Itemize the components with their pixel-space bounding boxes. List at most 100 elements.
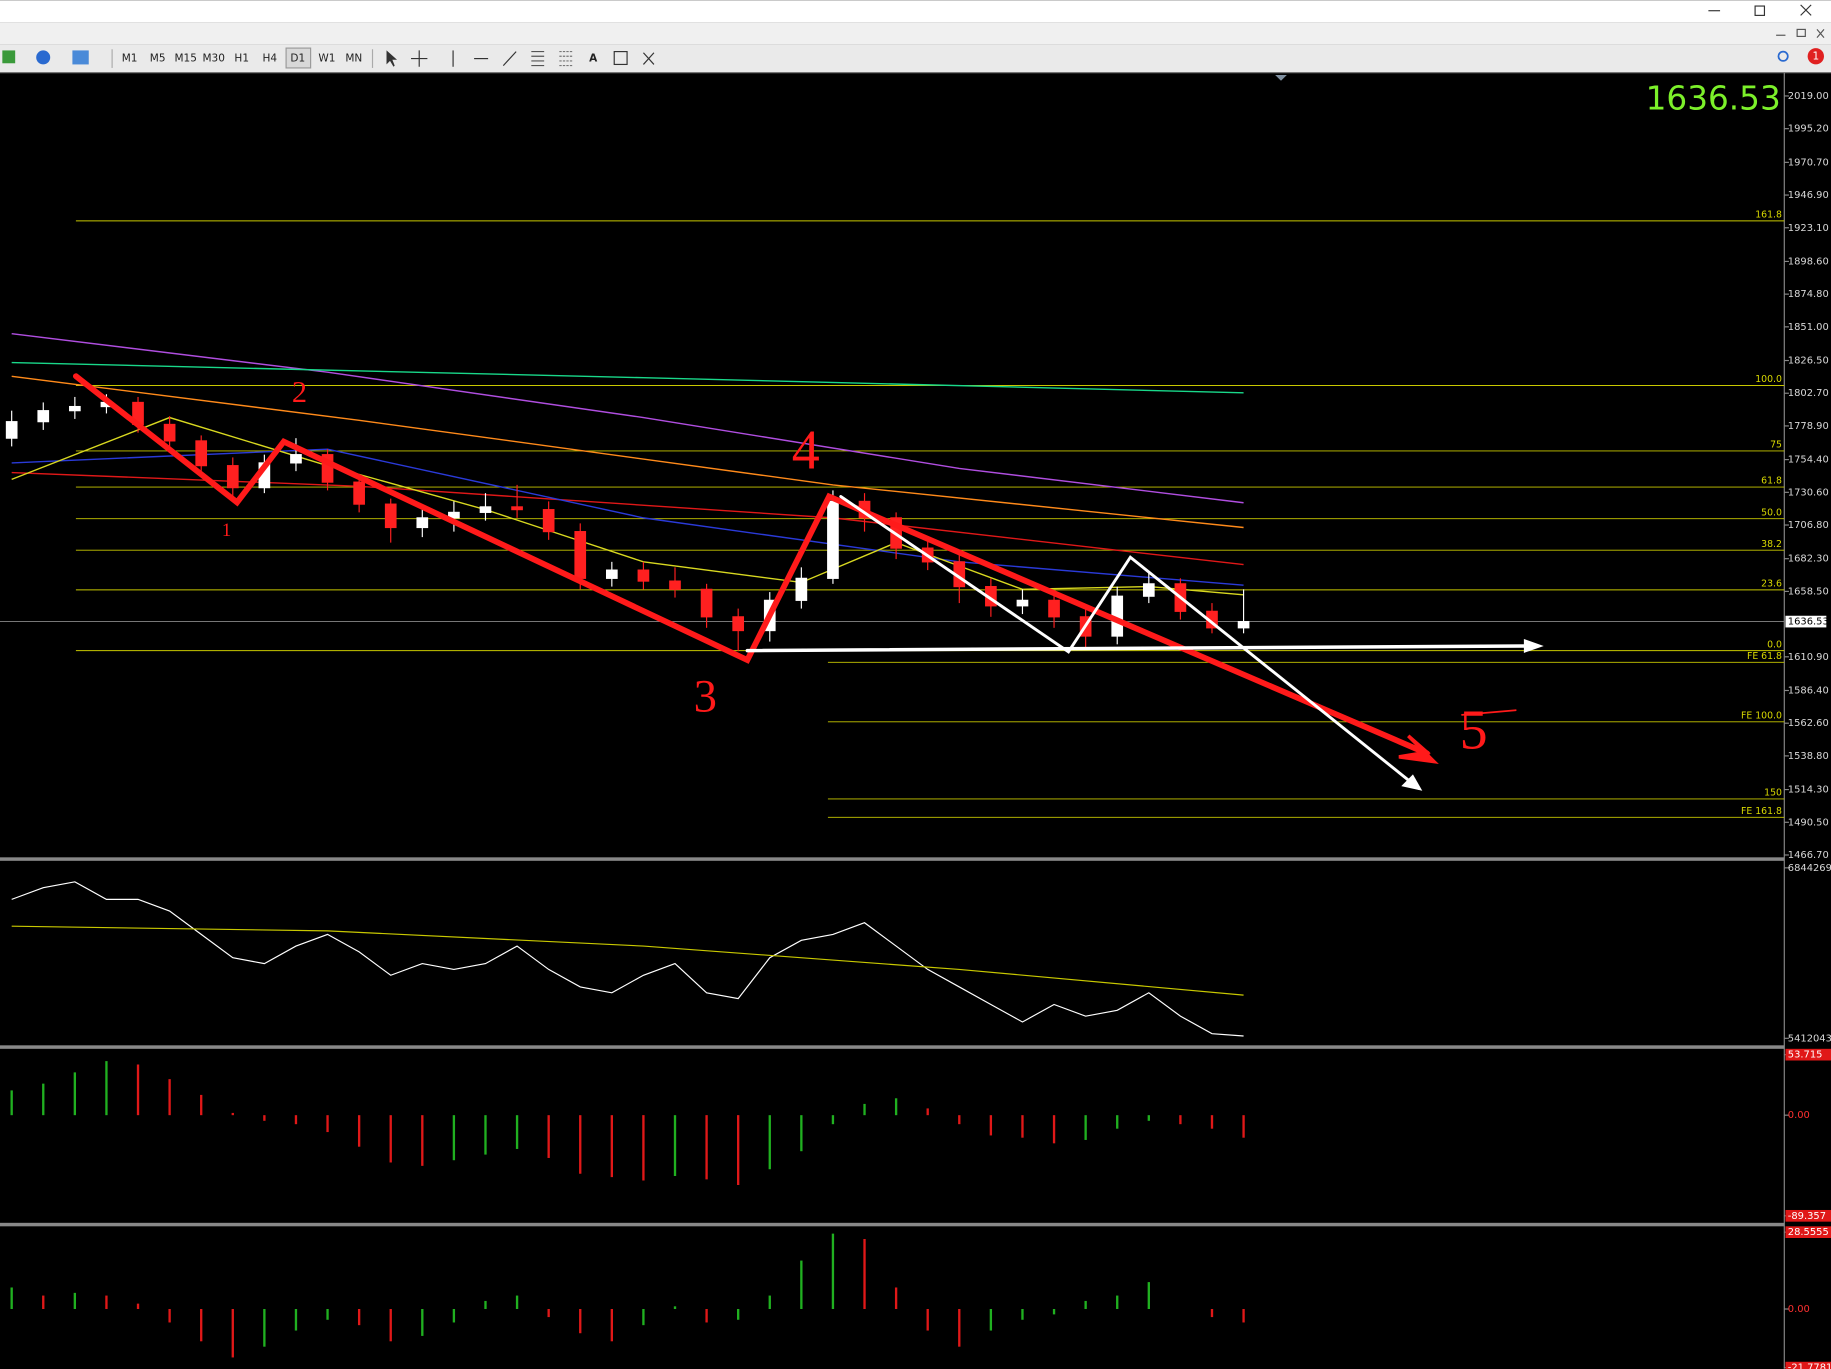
timeframe-button[interactable]: H1 — [234, 53, 249, 65]
fib-label: 0.0 — [1767, 639, 1782, 650]
y-tick-label: 1826.50 — [1788, 356, 1829, 367]
candle-body — [669, 580, 681, 590]
candle-body — [1142, 583, 1155, 597]
cursor-tool[interactable] — [386, 50, 398, 67]
timeframe-button[interactable]: M15 — [174, 53, 196, 65]
fib-label: 75 — [1770, 440, 1782, 451]
arrow-head — [1401, 774, 1423, 791]
y-tick-label: 1923.10 — [1788, 223, 1829, 234]
shapes-tool[interactable] — [642, 52, 655, 65]
y-tick-label: 1995.20 — [1788, 124, 1829, 135]
y-tick-label: 1874.80 — [1788, 289, 1829, 300]
timeframe-button[interactable]: MN — [345, 53, 362, 65]
timeframe-buttons: M1 M5 M15 M30 H1 H4 D1 W1 MN — [122, 53, 363, 65]
y-tick-label: -89.357 — [1788, 1211, 1826, 1222]
moving-average — [11, 448, 1244, 586]
white-wave-arrow — [839, 495, 1421, 790]
y-tick-label: 1730.60 — [1788, 487, 1829, 498]
notification-badge[interactable] — [1807, 48, 1824, 65]
trendline-tool[interactable] — [502, 51, 517, 66]
timeframe-button[interactable]: D1 — [290, 53, 305, 65]
y-tick-label: 1538.80 — [1788, 751, 1829, 762]
title-bar — [0, 0, 1831, 23]
candle-body — [795, 577, 808, 601]
channel-tool[interactable] — [531, 51, 545, 67]
current-price-label: 1636.53 — [1788, 617, 1829, 628]
fib-label: 100.0 — [1755, 374, 1782, 385]
child-close[interactable] — [1816, 29, 1825, 38]
wave-label: 3 — [694, 671, 717, 723]
restore-button[interactable] — [1754, 5, 1766, 16]
timeframe-button[interactable]: H4 — [262, 53, 277, 65]
fib-label: 161.8 — [1755, 210, 1782, 221]
wave-label: 4 — [792, 419, 820, 481]
moving-average — [11, 375, 1244, 529]
time-marker — [1275, 74, 1287, 81]
wave-label: 1 — [222, 520, 231, 541]
y-tick-label: 1682.30 — [1788, 554, 1829, 565]
y-tick-label: 1610.90 — [1788, 652, 1829, 663]
fib-label: 61.8 — [1761, 476, 1782, 487]
candle-body — [448, 511, 460, 519]
candle-body — [69, 405, 81, 412]
candle-body — [37, 410, 50, 423]
red-wave-arrow — [72, 373, 1430, 757]
fib-label: 150 — [1764, 788, 1782, 799]
candle-body — [1237, 621, 1250, 629]
y-tick-label: 1490.50 — [1788, 817, 1829, 828]
wave-drawing — [72, 373, 1544, 791]
candle-body — [384, 503, 397, 529]
candle-body — [637, 569, 650, 582]
candle-body — [1048, 599, 1060, 618]
tick-label-box — [1785, 1226, 1831, 1239]
y-tick-label: 1706.80 — [1788, 520, 1829, 531]
y-tick-label: 2019.00 — [1788, 91, 1829, 102]
y-tick-label: -21.7781 — [1788, 1363, 1831, 1369]
notification-count[interactable]: 1 — [1812, 50, 1819, 62]
timeframe-button[interactable]: W1 — [318, 53, 335, 65]
candle-body — [827, 500, 839, 579]
y-tick-label: 0.00 — [1788, 1304, 1810, 1315]
text-tool[interactable]: A — [589, 53, 598, 65]
new-order-icon[interactable] — [2, 50, 16, 64]
candle-body — [195, 440, 208, 467]
close-button[interactable] — [1800, 4, 1812, 16]
indicator-line — [11, 881, 1244, 1037]
candle-body — [353, 481, 365, 505]
separator — [0, 857, 1785, 861]
candle-body — [226, 465, 239, 489]
window-controls[interactable] — [1708, 4, 1812, 16]
crosshair-tool[interactable] — [411, 50, 428, 67]
y-tick-label: 1658.50 — [1788, 586, 1829, 597]
child-window-controls[interactable] — [1776, 28, 1825, 38]
white-support-arrow — [745, 644, 1538, 653]
candle-body — [700, 588, 713, 618]
tick-label-box — [1785, 1048, 1831, 1061]
candle-body — [732, 616, 745, 632]
y-tick-label: 1514.30 — [1788, 785, 1829, 796]
five-stroke — [1461, 709, 1517, 716]
y-tick-label: 5412043 — [1788, 1033, 1831, 1044]
y-tick-label: 1802.70 — [1788, 388, 1829, 399]
search-icon[interactable] — [1777, 50, 1789, 62]
moving-average — [11, 471, 1244, 566]
candle-body — [511, 506, 523, 511]
timeframe-button[interactable]: M30 — [202, 53, 224, 65]
menu-bar — [0, 22, 1831, 45]
clock-icon[interactable] — [36, 50, 51, 65]
y-tick-label: 1898.60 — [1788, 256, 1829, 267]
candle-body — [5, 421, 18, 439]
big-price-display: 1636.53 — [1646, 80, 1781, 118]
timeframe-button[interactable]: M1 — [122, 53, 138, 65]
chart-icon[interactable] — [72, 50, 89, 65]
label-tool[interactable] — [613, 51, 628, 66]
candle-body — [479, 506, 492, 513]
panel-separators — [0, 857, 1785, 1227]
arrow-head — [1523, 638, 1544, 653]
fib-label: FE 161.8 — [1741, 806, 1782, 817]
y-tick-label: 0.00 — [1788, 1110, 1810, 1121]
child-restore[interactable] — [1796, 28, 1806, 37]
fib-label: 38.2 — [1761, 539, 1782, 550]
timeframe-button[interactable]: M5 — [150, 53, 166, 65]
